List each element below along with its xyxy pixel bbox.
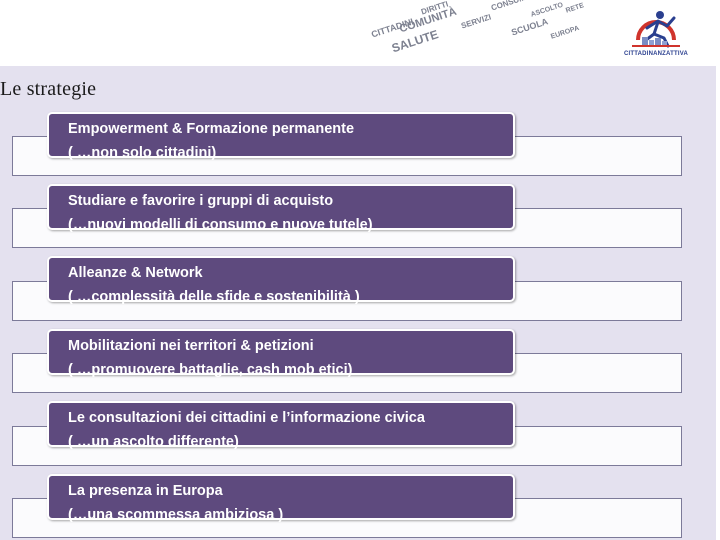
strategy-title: Mobilitazioni nei territori & petizioni	[68, 338, 314, 354]
word-cloud-image: CITTADINI SALUTE COMUNITÀ DIRITTI SERVIZ…	[360, 0, 610, 64]
strategy-subtitle: ( …un ascolto differente)	[68, 434, 239, 450]
strategy-item: Le consultazioni dei cittadini e l’infor…	[47, 401, 515, 450]
word-cloud-word: CONSUMO	[490, 0, 533, 13]
strategy-item: Alleanze & Network ( …complessità delle …	[47, 256, 515, 305]
logo-wordmark: CITTADINANZATTIVA	[623, 51, 689, 57]
strategy-subtitle: (…una scommessa ambiziosa )	[68, 507, 284, 523]
header: CITTADINI SALUTE COMUNITÀ DIRITTI SERVIZ…	[0, 0, 720, 66]
strategy-subtitle: ( …complessità delle sfide e sostenibili…	[68, 289, 360, 305]
word-cloud-word: EUROPA	[550, 24, 581, 41]
strategy-title: La presenza in Europa	[68, 483, 223, 499]
word-cloud-word: SCUOLA	[510, 16, 550, 38]
word-cloud-word: ASCOLTO	[530, 1, 565, 19]
logo-emblem-icon	[632, 11, 680, 48]
strategy-subtitle: (…nuovi modelli di consumo e nuove tutel…	[68, 217, 373, 233]
strategy-title: Alleanze & Network	[68, 265, 203, 281]
strategy-title: Studiare e favorire i gruppi di acquisto	[68, 193, 334, 209]
word-cloud-word: SERVIZI	[460, 12, 493, 31]
strategy-item: La presenza in Europa (…una scommessa am…	[47, 474, 515, 523]
page-title: Le strategie	[0, 78, 97, 100]
strategy-item: Studiare e favorire i gruppi di acquisto…	[47, 184, 515, 233]
strategy-subtitle: ( …promuovere battaglie, cash mob etici)	[68, 362, 353, 378]
word-cloud-word: RETE	[565, 2, 585, 15]
strategy-item: Empowerment & Formazione permanente ( …n…	[47, 112, 515, 161]
strategy-title: Empowerment & Formazione permanente	[68, 121, 355, 137]
strategy-item: Mobilitazioni nei territori & petizioni …	[47, 329, 515, 378]
strategy-title: Le consultazioni dei cittadini e l’infor…	[68, 410, 425, 426]
cittadinanzattiva-logo: CITTADINANZATTIVA	[620, 4, 692, 62]
strategy-subtitle: ( …non solo cittadini)	[68, 145, 217, 161]
